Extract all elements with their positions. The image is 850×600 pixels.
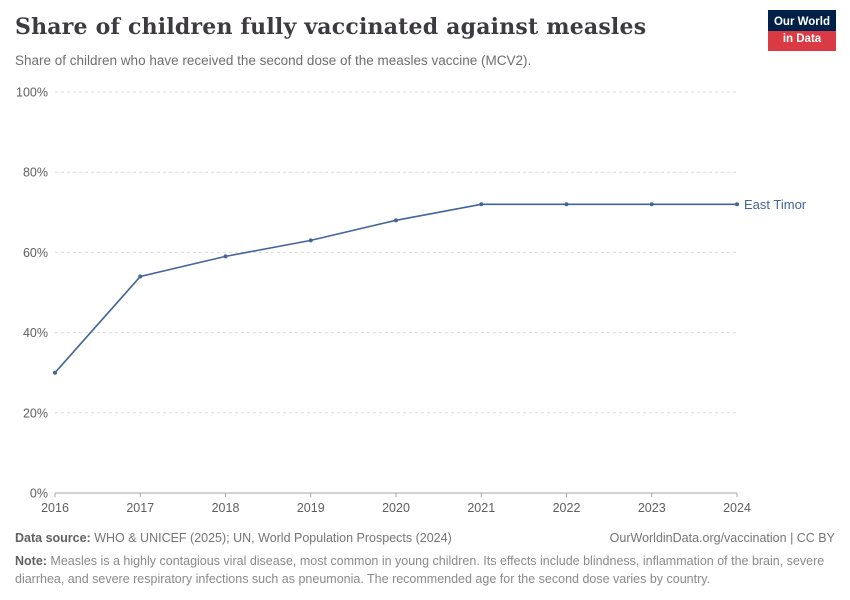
data-point[interactable] [564,202,569,207]
y-axis-tick-label: 100% [16,86,48,100]
data-source-text: WHO & UNICEF (2025); UN, World Populatio… [90,531,452,545]
note-text: Measles is a highly contagious viral dis… [15,554,825,586]
data-point[interactable] [308,238,313,243]
y-axis-tick-label: 60% [23,246,48,260]
y-axis-tick-label: 0% [30,487,48,501]
x-axis-tick-label: 2021 [467,501,495,515]
page-title: Share of children fully vaccinated again… [15,14,647,40]
x-axis-tick-label: 2023 [638,501,666,515]
y-axis-tick-label: 20% [23,406,48,420]
attribution-link[interactable]: OurWorldinData.org/vaccination | CC BY [609,531,835,545]
data-point[interactable] [394,218,398,223]
data-point[interactable] [53,370,57,375]
data-point[interactable] [735,202,739,207]
x-axis-tick-label: 2017 [126,501,154,515]
owid-logo-line1: Our World [768,10,836,32]
owid-logo[interactable]: Our World in Data [768,10,836,51]
note-label: Note: [15,554,47,568]
owid-logo-line2: in Data [768,31,836,51]
data-point[interactable] [649,202,654,207]
x-axis-tick-label: 2019 [297,501,325,515]
series-label[interactable]: East Timor [744,197,807,212]
y-axis-tick-label: 40% [23,326,48,340]
x-axis-tick-label: 2022 [553,501,581,515]
data-point[interactable] [479,202,484,207]
x-axis-tick-label: 2016 [41,501,69,515]
y-axis-tick-label: 80% [23,166,48,180]
chart-note: Note: Measles is a highly contagious vir… [15,553,835,589]
data-point[interactable] [223,254,228,259]
chart-subtitle: Share of children who have received the … [15,53,532,68]
x-axis-tick-label: 2024 [723,501,751,515]
chart-footer: Data source: WHO & UNICEF (2025); UN, Wo… [15,531,835,589]
data-point[interactable] [138,274,143,279]
x-axis-tick-label: 2020 [382,501,410,515]
x-axis-tick-label: 2018 [212,501,240,515]
series-line-east-timor[interactable] [54,203,737,374]
data-source-label: Data source: [15,531,91,545]
data-source: Data source: WHO & UNICEF (2025); UN, Wo… [15,531,452,545]
